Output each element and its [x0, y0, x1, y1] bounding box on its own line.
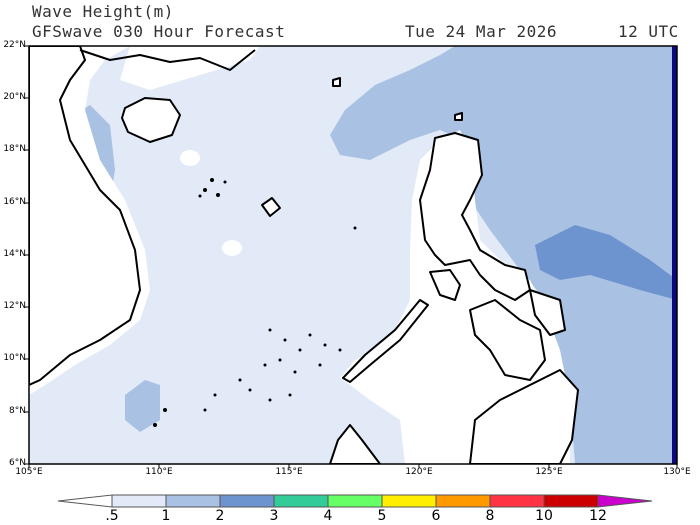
lat-label: 20°N: [3, 92, 26, 102]
lat-label: 18°N: [3, 144, 26, 154]
visayas-island: [469, 299, 546, 381]
colorbar-segment-below-0.5: [57, 494, 113, 508]
colorbar-segment-8-10: [489, 494, 545, 508]
palawan-island: [342, 299, 429, 383]
lon-label: 130°E: [663, 467, 691, 477]
lon-label: 125°E: [535, 467, 563, 477]
colorbar: [57, 494, 653, 508]
colorbar-label: 2: [215, 508, 225, 524]
lat-label: 16°N: [3, 197, 26, 207]
colorbar-label: 12: [589, 508, 607, 524]
colorbar-segment-2-3: [219, 494, 275, 508]
lat-label: 12°N: [3, 301, 26, 311]
colorbar-segment-10-12: [543, 494, 599, 508]
colorbar-label: .5: [105, 508, 119, 524]
small-islands: [153, 178, 357, 427]
lon-label: 115°E: [275, 467, 303, 477]
colorbar-segment-5-6: [381, 494, 437, 508]
valid-date: Tue 24 Mar 2026: [405, 22, 557, 41]
lat-label: 6°N: [9, 458, 26, 468]
map-title: Wave Height(m): [32, 2, 174, 21]
colorbar-label: 4: [323, 508, 333, 524]
colorbar-segment-above-12: [597, 494, 653, 508]
mindoro-island: [429, 269, 461, 301]
lon-label: 105°E: [15, 467, 43, 477]
vietnam-land: [29, 46, 141, 386]
lon-label: 110°E: [145, 467, 173, 477]
wave-2-3m-east: [535, 225, 677, 300]
samar-island: [529, 289, 566, 336]
wave-1-2m-south: [125, 380, 160, 432]
lat-label: 10°N: [3, 353, 26, 363]
mindanao-island: [469, 369, 579, 464]
colorbar-label: 3: [269, 508, 279, 524]
wave-1-2m-east: [330, 46, 677, 464]
hainan-island: [121, 97, 181, 143]
colorbar-label: 1: [161, 508, 171, 524]
lat-label: 22°N: [3, 40, 26, 50]
forecast-subtitle: GFSwave 030 Hour Forecast: [32, 22, 286, 41]
white-sea-north: [120, 46, 260, 90]
colorbar-segment-4-5: [327, 494, 383, 508]
colorbar-label: 5: [377, 508, 387, 524]
colorbar-label: 6: [431, 508, 441, 524]
axis-ticks: [25, 45, 678, 468]
colorbar-label: 10: [535, 508, 553, 524]
lat-label: 14°N: [3, 249, 26, 259]
lon-label: 120°E: [405, 467, 433, 477]
edge-strip: [672, 46, 677, 464]
colorbar-label: 8: [485, 508, 495, 524]
lat-label: 8°N: [9, 406, 26, 416]
borneo-land: [329, 424, 381, 464]
colorbar-segment-6-8: [435, 494, 491, 508]
coastline: [29, 46, 579, 464]
colorbar-segment-0.5-1: [111, 494, 167, 508]
colorbar-segment-3-4: [273, 494, 329, 508]
colorbar-segment-1-2: [165, 494, 221, 508]
valid-time: 12 UTC: [618, 22, 679, 41]
